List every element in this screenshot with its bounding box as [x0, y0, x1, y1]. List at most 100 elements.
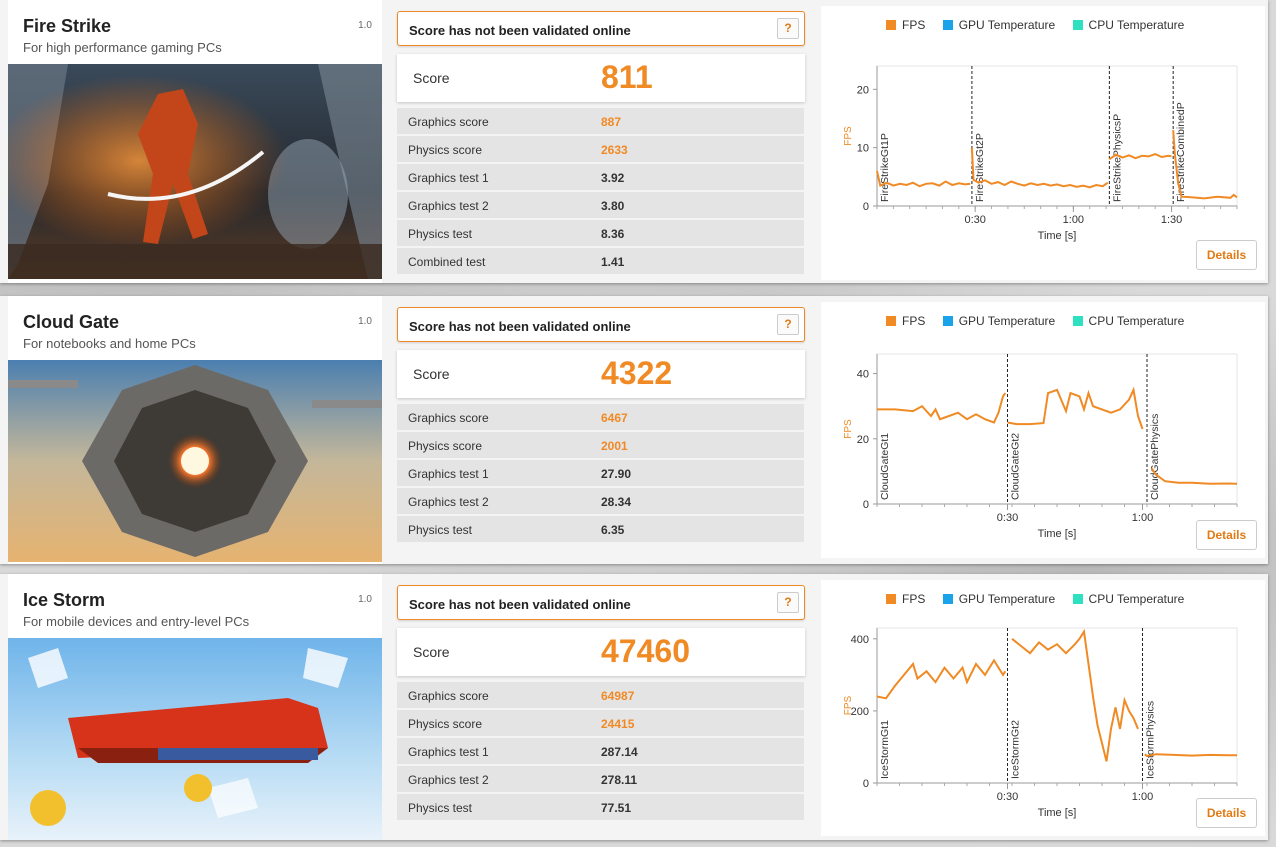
validation-text: Score has not been validated online — [409, 597, 631, 612]
benchmark-title: Fire Strike — [23, 16, 112, 36]
y-axis-label: FPS — [843, 126, 854, 146]
result-row-label: Graphics test 2 — [408, 199, 489, 213]
legend-label: FPS — [902, 314, 926, 328]
result-row: Graphics test 1 3.92 — [397, 164, 804, 190]
test-marker-label: CloudGatePhysics — [1149, 414, 1161, 500]
benchmark-subtitle: For mobile devices and entry-level PCs — [23, 614, 250, 629]
x-axis-label: Time [s] — [1038, 807, 1077, 819]
legend-fps[interactable]: FPS — [886, 314, 925, 328]
help-button[interactable]: ? — [777, 314, 799, 335]
benchmark-panel: Ice Storm For mobile devices and entry-l… — [0, 574, 1268, 840]
y-axis-label: FPS — [843, 419, 854, 439]
result-row-label: Graphics score — [408, 411, 489, 425]
result-row-value: 6.35 — [601, 523, 625, 537]
validation-notice: Score has not been validated online ? — [397, 11, 805, 46]
y-tick-label: 40 — [857, 369, 869, 381]
benchmark-version: 1.0 — [358, 20, 372, 31]
legend-swatch-fps — [886, 316, 896, 326]
result-rows: Graphics score 6467 Physics score 2001 G… — [397, 404, 805, 542]
validation-notice: Score has not been validated online ? — [397, 307, 805, 342]
legend-fps[interactable]: FPS — [886, 592, 925, 606]
result-row-label: Graphics test 1 — [408, 745, 489, 759]
legend-swatch-fps — [886, 594, 896, 604]
fps-series-line — [1011, 628, 1139, 762]
legend-cpu-temperature[interactable]: CPU Temperature — [1072, 592, 1185, 606]
result-row: Graphics test 2 28.34 — [397, 488, 804, 514]
y-tick-label: 0 — [863, 499, 869, 511]
result-row-value: 278.11 — [601, 773, 638, 787]
legend-cpu-temperature[interactable]: CPU Temperature — [1072, 314, 1185, 328]
result-row-label: Physics score — [408, 717, 483, 731]
validation-notice: Score has not been validated online ? — [397, 585, 805, 620]
benchmark-title: Ice Storm — [23, 590, 106, 610]
x-tick-label: 1:00 — [1132, 791, 1153, 803]
fps-series-line — [1150, 467, 1238, 485]
test-marker-label: FireStrikeCombinedP — [1175, 102, 1187, 202]
legend-label: CPU Temperature — [1088, 314, 1185, 328]
chart-panel: 0 20 40 0:30 1:00 Time [s] FPS CloudGateGt1 Clou… — [821, 302, 1265, 558]
legend-swatch-cpu — [1072, 20, 1083, 30]
legend-gpu-temperature[interactable]: GPU Temperature — [942, 314, 1056, 328]
legend-swatch-gpu — [942, 594, 953, 604]
validation-text: Score has not been validated online — [409, 319, 631, 334]
fps-series-line — [877, 392, 1007, 424]
fps-chart: 0 20 40 0:30 1:00 Time [s] FPS CloudGateGt1 Clou… — [843, 353, 1238, 540]
details-button[interactable]: Details — [1196, 240, 1257, 270]
score-section: Score has not been validated online ? Sc… — [397, 307, 805, 544]
result-row-label: Combined test — [408, 255, 486, 269]
x-tick-label: 0:30 — [997, 512, 1018, 524]
x-tick-label: 0:30 — [964, 214, 985, 226]
y-tick-label: 0 — [863, 201, 869, 213]
score-label: Score — [413, 366, 450, 382]
legend-swatch-gpu — [942, 316, 953, 326]
result-row-label: Physics score — [408, 439, 483, 453]
result-row: Graphics test 2 3.80 — [397, 192, 804, 218]
fps-series-line — [876, 658, 1007, 700]
benchmark-info: Ice Storm For mobile devices and entry-l… — [8, 574, 382, 840]
help-button[interactable]: ? — [777, 592, 799, 613]
plot-area — [876, 627, 1238, 784]
result-row-value: 24415 — [601, 717, 635, 731]
y-tick-label: 200 — [851, 706, 869, 718]
test-marker-label: CloudGateGt1 — [879, 433, 891, 500]
benchmark-subtitle: For notebooks and home PCs — [23, 336, 196, 351]
result-row-value: 27.90 — [601, 467, 632, 481]
test-marker-label: IceStormGt1 — [879, 720, 891, 779]
legend-gpu-temperature[interactable]: GPU Temperature — [942, 592, 1055, 606]
benchmark-image — [8, 64, 382, 281]
chart-legend: FPS GPU Temperature CPU Temperature — [886, 592, 1198, 606]
benchmark-version: 1.0 — [358, 594, 372, 605]
y-axis-label: FPS — [843, 695, 854, 715]
details-button[interactable]: Details — [1196, 798, 1257, 828]
legend-label: GPU Temperature — [958, 314, 1056, 328]
test-marker-label: IceStormGt2 — [1010, 720, 1022, 779]
score-value: 47460 — [601, 633, 690, 669]
help-button[interactable]: ? — [777, 18, 799, 39]
result-row-value: 8.36 — [601, 227, 625, 241]
test-marker-label: CloudGateGt2 — [1010, 433, 1022, 500]
result-row-label: Graphics test 2 — [408, 773, 489, 787]
chart-legend: FPS GPU Temperature CPU Temperature — [886, 18, 1198, 32]
details-button[interactable]: Details — [1196, 520, 1257, 550]
legend-gpu-temperature[interactable]: GPU Temperature — [942, 18, 1055, 32]
y-tick-label: 20 — [857, 84, 869, 96]
x-tick-label: 0:30 — [997, 791, 1018, 803]
result-row-value: 6467 — [601, 411, 628, 425]
legend-label: CPU Temperature — [1088, 592, 1185, 606]
x-axis-label: Time [s] — [1038, 230, 1077, 242]
plot-area — [876, 353, 1238, 505]
fps-chart: 0 10 20 0:30 1:00 1:30 Time [s] FPS FireStrikeGt… — [843, 65, 1238, 242]
legend-cpu-temperature[interactable]: CPU Temperature — [1072, 18, 1184, 32]
legend-swatch-cpu — [1072, 594, 1083, 604]
result-row: Graphics test 2 278.11 — [397, 766, 804, 792]
score-label: Score — [413, 70, 450, 86]
result-row-value: 2633 — [601, 143, 628, 157]
legend-swatch-cpu — [1072, 316, 1083, 326]
score-box: Score 4322 — [397, 350, 805, 398]
legend-fps[interactable]: FPS — [886, 18, 925, 32]
x-tick-label: 1:30 — [1161, 214, 1182, 226]
benchmark-image — [8, 360, 382, 562]
result-row: Graphics test 1 287.14 — [397, 738, 804, 764]
fps-series-line — [1007, 386, 1144, 430]
fps-chart: 0 200 400 0:30 1:00 Time [s] FPS IceStormGt1 Ice… — [843, 627, 1238, 819]
